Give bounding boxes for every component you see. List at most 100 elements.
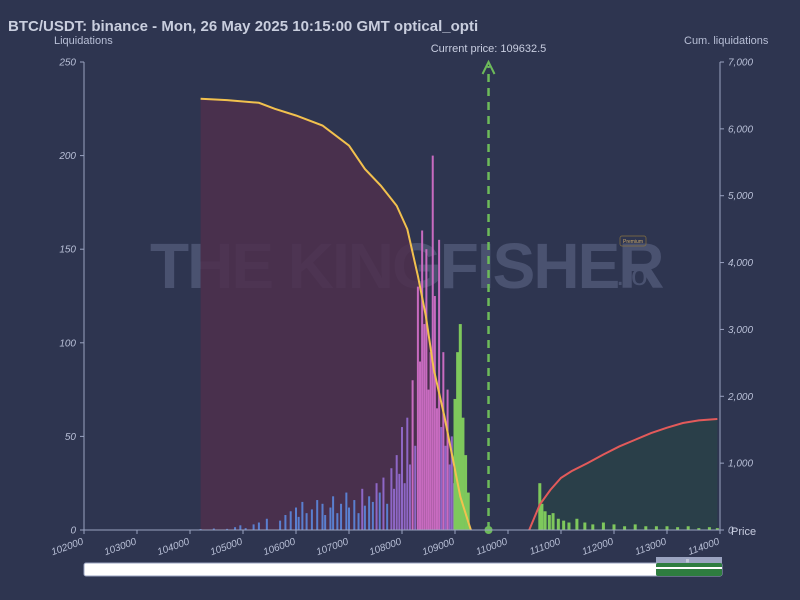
liquidation-bar <box>458 324 462 530</box>
y2-tick-label: 4,000 <box>728 258 753 269</box>
liquidation-bar <box>378 492 381 530</box>
liquidation-bar <box>357 513 360 530</box>
y-tick-label: 150 <box>59 245 76 256</box>
y-tick-label: 200 <box>58 151 76 162</box>
liquidation-bar <box>446 389 449 530</box>
liquidation-bar <box>456 352 460 530</box>
liquidation-bar <box>257 522 260 530</box>
liquidation-bar <box>433 296 436 530</box>
y2-tick-label: 0 <box>728 526 734 537</box>
liquidation-bar <box>442 352 445 530</box>
liquidation-bar <box>431 155 434 530</box>
liquidation-bar <box>540 503 544 530</box>
liquidation-bar <box>324 515 327 530</box>
liquidation-bar <box>336 513 339 530</box>
cum-short-line <box>528 418 718 531</box>
liquidation-bar <box>371 501 374 530</box>
x-tick-label: 107000 <box>315 536 351 558</box>
liquidation-bar <box>435 408 438 530</box>
y-tick-label: 50 <box>65 432 77 443</box>
liquidation-bar <box>419 361 422 530</box>
liquidation-bar <box>466 492 470 530</box>
liquidation-bar <box>644 526 648 530</box>
liquidation-bar <box>450 436 453 530</box>
short-liquidation-area <box>529 419 718 530</box>
liquidation-bar <box>382 477 385 530</box>
premium-badge-label: Premium <box>623 239 643 245</box>
liquidation-bar <box>295 507 297 530</box>
liquidation-bar <box>421 230 424 531</box>
x-tick-label: 105000 <box>209 536 245 558</box>
navigator-line <box>656 567 722 569</box>
liquidation-bar <box>686 526 690 530</box>
liquidation-bar <box>353 500 356 530</box>
liquidation-bar <box>265 518 268 530</box>
cum-long-line <box>200 97 472 531</box>
liquidation-bar <box>316 500 319 530</box>
liquidation-bar <box>612 524 616 530</box>
liquidation-bar <box>591 524 595 530</box>
liquidation-bar <box>301 501 304 530</box>
y-tick-label: 100 <box>59 338 76 349</box>
liquidation-bar <box>551 513 555 530</box>
x-tick-label: 109000 <box>421 536 457 558</box>
liquidation-bar <box>416 286 419 530</box>
navigator-window[interactable] <box>656 563 722 576</box>
liquidation-bar <box>562 520 566 530</box>
liquidation-bar <box>715 528 719 530</box>
liquidation-bar <box>297 516 300 530</box>
liquidation-bar <box>406 417 409 530</box>
liquidation-bar <box>408 464 411 530</box>
navigator-handle[interactable] <box>656 557 722 563</box>
liquidation-bar <box>440 427 443 530</box>
liquidation-bar <box>226 528 229 530</box>
x-tick-label: 112000 <box>581 536 616 558</box>
current-price-arrow <box>481 59 496 75</box>
y2-tick-label: 7,000 <box>728 58 753 69</box>
liquidation-bar <box>386 503 389 530</box>
liquidation-bar <box>425 249 428 530</box>
liquidation-bar <box>361 488 364 530</box>
liquidation-bar <box>321 503 324 530</box>
x-tick-label: 111000 <box>528 536 562 557</box>
navigator-track[interactable] <box>83 562 723 577</box>
y2-tick-label: 3,000 <box>728 325 753 336</box>
liquidation-bar <box>310 509 313 530</box>
y-axis-label: Liquidations <box>54 35 113 47</box>
liquidation-bar <box>583 522 587 530</box>
y2-axis-label: Cum. liquidations <box>684 35 769 47</box>
navigator[interactable]: ||| <box>83 557 723 577</box>
liquidation-bar <box>633 524 637 530</box>
x-tick-label: 106000 <box>262 536 298 558</box>
liquidation-bar <box>305 513 308 530</box>
liquidation-bar <box>279 520 282 530</box>
x-tick-label: 103000 <box>103 536 139 558</box>
x-tick-label: 108000 <box>368 536 404 558</box>
liquidation-bar <box>348 507 350 530</box>
liquidation-bar <box>575 518 579 530</box>
liquidation-bar <box>543 511 547 530</box>
liquidation-bar <box>401 427 403 530</box>
liquidation-bar <box>403 483 406 530</box>
x-tick-label: 104000 <box>156 536 192 558</box>
liquidation-bar <box>601 522 605 530</box>
y2-tick-label: 5,000 <box>728 191 753 202</box>
long-liquidation-area <box>200 98 471 531</box>
liquidation-bar <box>363 505 366 530</box>
x-tick-label: 102000 <box>50 536 86 558</box>
liquidation-bar <box>252 524 255 530</box>
liquidation-bar <box>676 527 680 530</box>
watermark-suffix: .io <box>616 259 648 292</box>
liquidation-bar <box>427 389 430 530</box>
liquidation-bar <box>453 398 457 530</box>
liquidation-bar <box>368 496 371 530</box>
liquidation-bar <box>623 526 627 530</box>
liquidation-bar <box>212 528 215 530</box>
liquidation-bar <box>345 492 348 530</box>
liquidation-bar <box>284 515 287 530</box>
x-tick-label: 110000 <box>475 536 510 558</box>
liquidation-bar <box>697 528 701 530</box>
liquidation-bar <box>547 515 551 530</box>
x-tick-label: 113000 <box>634 536 669 558</box>
